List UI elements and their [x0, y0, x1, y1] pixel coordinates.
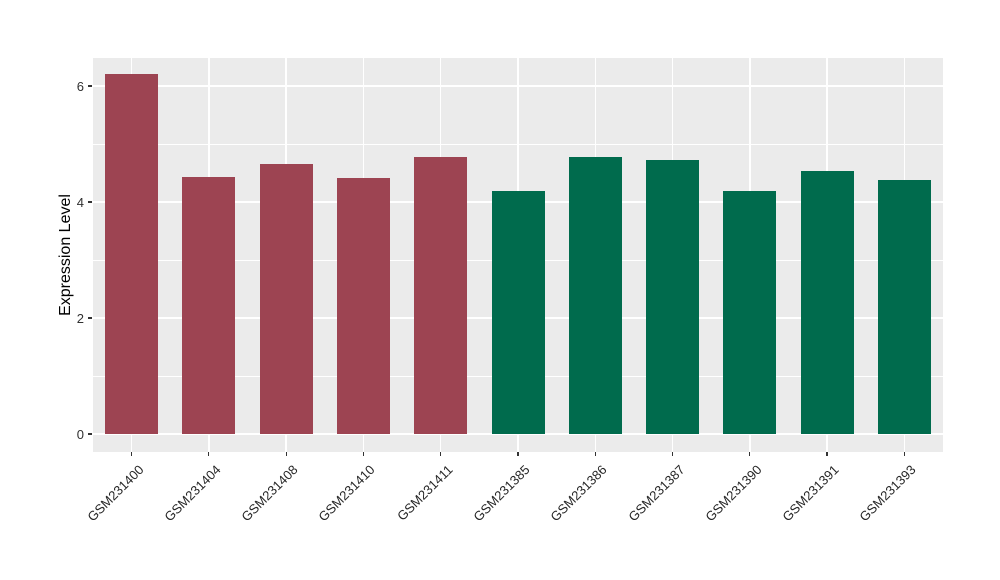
y-axis-tick-label: 4: [76, 194, 84, 210]
y-axis-title: Expression Level: [57, 194, 74, 316]
bar: [105, 74, 159, 434]
x-axis-tick-mark: [826, 452, 828, 456]
bar: [723, 190, 777, 434]
x-axis-tick-mark: [671, 452, 674, 456]
y-axis-tick-mark: [88, 201, 92, 203]
y-axis-tick-label: 2: [76, 310, 84, 326]
x-axis-tick-mark: [131, 452, 133, 456]
x-axis-tick-label: GSM231393: [856, 462, 919, 525]
x-axis-tick-mark: [208, 452, 210, 456]
bar: [414, 156, 468, 434]
x-axis-tick-label: GSM231387: [624, 462, 688, 525]
bar: [568, 156, 622, 434]
y-axis-tick-label: 0: [76, 426, 84, 442]
bar: [259, 164, 313, 434]
bar: [646, 159, 700, 434]
x-axis-tick-mark: [594, 452, 596, 456]
bar: [877, 179, 931, 434]
y-axis-tick-label: 6: [76, 78, 84, 94]
x-axis-tick-label: GSM231404: [161, 462, 224, 525]
x-axis-tick-label: GSM231411: [393, 462, 456, 524]
x-axis-tick-label: GSM231386: [547, 462, 610, 525]
bar: [336, 178, 390, 434]
bar: [182, 177, 236, 434]
bar: [491, 190, 545, 434]
x-axis-tick-mark: [749, 452, 751, 456]
y-axis-tick-mark: [88, 85, 92, 87]
x-axis-tick-mark: [362, 452, 365, 456]
x-axis-tick-mark: [440, 452, 442, 456]
x-axis-tick-mark: [903, 452, 905, 456]
x-axis-tick-label: GSM231410: [315, 462, 379, 525]
plot-panel: [93, 58, 943, 452]
y-axis-tick-mark: [88, 317, 92, 319]
bar: [800, 170, 854, 434]
x-axis-tick-mark: [517, 452, 519, 456]
x-axis-tick-mark: [285, 452, 287, 456]
x-axis-tick-label: GSM231400: [84, 462, 147, 525]
x-axis-tick-label: GSM231385: [470, 462, 533, 525]
x-axis-tick-label: GSM231391: [779, 462, 842, 525]
y-axis-tick-mark: [88, 433, 92, 435]
x-axis-tick-label: GSM231390: [702, 462, 765, 525]
x-axis-tick-label: GSM231408: [238, 462, 301, 525]
